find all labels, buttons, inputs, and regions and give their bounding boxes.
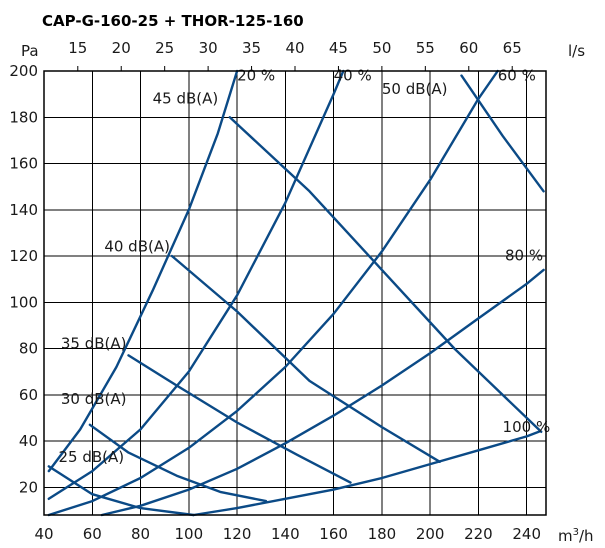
x-axis-unit: m3/h (558, 527, 594, 545)
y-tick-label: 20 (19, 478, 38, 496)
x-tick-label: 120 (223, 525, 252, 543)
x-tick-label: 100 (174, 525, 203, 543)
sound-level-curve (228, 116, 543, 433)
y-tick-label: 40 (19, 432, 38, 450)
top-tick-label: 65 (503, 39, 522, 57)
curve-label: 25 dB(A) (58, 448, 124, 466)
axis-tick-labels: 40 60 80 100 120 140 160 180 200 220 240 20 40 60 80 10… (9, 39, 541, 543)
curve-label: 40 dB(A) (104, 237, 170, 255)
top-tick-label: 50 (372, 39, 391, 57)
top-tick-label: 25 (155, 39, 174, 57)
top-tick-label: 35 (242, 39, 261, 57)
x-tick-label: 160 (319, 525, 348, 543)
plot-frame (43, 70, 547, 516)
curve-label: 50 dB(A) (382, 80, 448, 98)
top-tick-label: 15 (68, 39, 87, 57)
valve-curve (192, 430, 540, 517)
curve-label: 100 % (503, 418, 551, 436)
y-tick-label: 120 (9, 247, 38, 265)
y-axis-unit: Pa (21, 42, 39, 60)
y-tick-label: 140 (9, 201, 38, 219)
chart-curves (47, 69, 545, 517)
curve-label: 40 % (334, 66, 372, 84)
curve-label: 60 % (498, 66, 536, 84)
curve-label: 45 dB(A) (153, 89, 219, 107)
y-tick-label: 60 (19, 386, 38, 404)
sound-level-curve (47, 465, 195, 517)
y-tick-label: 200 (9, 62, 38, 80)
x-tick-label: 240 (512, 525, 541, 543)
y-tick-label: 160 (9, 155, 38, 173)
top-axis-unit: l/s (568, 42, 585, 60)
top-tick-label: 30 (199, 39, 218, 57)
top-tick-label: 20 (112, 39, 131, 57)
curve-label: 35 dB(A) (61, 335, 127, 353)
curve-label: 80 % (505, 247, 543, 265)
x-tick-label: 220 (464, 525, 493, 543)
sound-level-curve (127, 354, 352, 484)
top-tick-label: 40 (285, 39, 304, 57)
x-tick-label: 180 (368, 525, 397, 543)
x-tick-label: 200 (416, 525, 445, 543)
valve-curve (47, 69, 499, 517)
chart-title: CAP-G-160-25 + THOR-125-160 (42, 12, 304, 30)
valve-curve (47, 69, 345, 500)
valve-curve (100, 268, 545, 517)
top-tick-label: 60 (459, 39, 478, 57)
sound-level-curve (88, 423, 268, 503)
x-tick-label: 140 (271, 525, 300, 543)
y-tick-label: 100 (9, 293, 38, 311)
valve-curve (47, 69, 239, 473)
top-tick-label: 45 (329, 39, 348, 57)
x-tick-label: 60 (83, 525, 102, 543)
curve-label: 30 dB(A) (61, 390, 127, 408)
sound-level-curve (170, 254, 441, 463)
chart-annotations: 20 % 40 % 60 % 80 % 100 % 45 dB(A) 50 dB(A) 40 … (58, 66, 550, 466)
x-tick-label: 40 (34, 525, 53, 543)
x-tick-label: 80 (131, 525, 150, 543)
sound-level-curve (460, 74, 545, 193)
top-tick-label: 55 (416, 39, 435, 57)
y-tick-label: 80 (19, 340, 38, 358)
curve-label: 20 % (237, 66, 275, 84)
y-tick-label: 180 (9, 108, 38, 126)
